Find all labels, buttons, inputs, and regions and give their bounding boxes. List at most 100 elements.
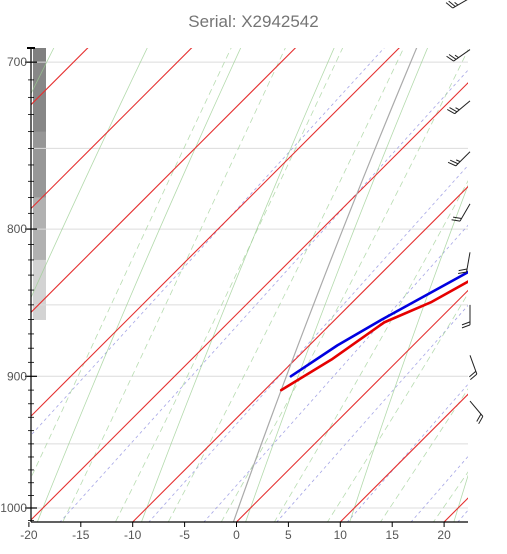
wind-barb [447, 151, 471, 167]
temperature-tick-label: 20 [437, 528, 451, 542]
wind-barb-flag [452, 216, 462, 220]
wind-barbs [445, 0, 484, 425]
wind-barb-flag [451, 219, 461, 222]
mixing-ratio-line [346, 383, 468, 522]
wind-barb-flag [449, 107, 458, 113]
wind-barb-flag [470, 373, 478, 381]
moist-adiabat-line [326, 292, 468, 522]
wind-barb [458, 252, 471, 275]
moist-adiabat-line [167, 48, 405, 522]
wind-barb-half-flag [454, 1, 459, 6]
wind-barb-flag [458, 268, 468, 272]
isotherm-line [501, 0, 507, 554]
chart-title: Serial: X2942542 [188, 12, 319, 31]
moist-adiabat-line [220, 49, 468, 522]
isotherm-line [131, 185, 468, 522]
mixing-ratio-line [203, 224, 468, 522]
dry-adiabat-line [453, 474, 468, 522]
moist-adiabat-line [380, 388, 468, 522]
wind-barb-flag [446, 55, 454, 62]
pressure-tick-label: 800 [7, 222, 27, 236]
mixing-ratio-line [276, 304, 468, 522]
wind-barb-half-flag [455, 107, 460, 111]
wind-barb-flag [461, 321, 471, 326]
isotherm-line [235, 289, 468, 522]
mixing-ratio-line [410, 455, 468, 522]
wind-barb-flag [449, 159, 459, 165]
humidity-strip-band [33, 131, 46, 198]
wind-barb-flag [448, 54, 457, 60]
wind-barb [446, 100, 471, 115]
pressure-tick-label: 900 [7, 369, 27, 383]
temperature-tick-label: 5 [285, 528, 292, 542]
humidity-strip-band [33, 62, 46, 133]
mixing-ratio-line [59, 69, 468, 522]
temperature-tick-label: -20 [20, 528, 38, 542]
wind-barb-flag [448, 0, 456, 7]
wind-barb-staff [454, 100, 471, 115]
temperature-tick-label: 10 [334, 528, 348, 542]
parcel-path-line [232, 48, 418, 522]
wind-barb [445, 0, 468, 9]
isotherm-line [443, 497, 468, 522]
wind-barb-flag [446, 109, 455, 115]
temperature-tick-label: -5 [179, 528, 190, 542]
mixing-ratio-line [475, 0, 507, 545]
mixing-ratio-line [148, 164, 468, 522]
wind-barb-staff [466, 252, 471, 273]
wind-barb-half-flag [454, 54, 459, 59]
wind-barb-flag [458, 271, 467, 275]
wind-barb-staff [452, 0, 468, 9]
wind-barb-half-flag [456, 159, 461, 163]
wind-barb-staff [453, 49, 471, 62]
pressure-tick-label: 1000 [0, 501, 27, 515]
wind-barb-staff [469, 400, 484, 417]
dry-adiabat-line [36, 48, 242, 522]
wind-barb-staff [455, 151, 471, 167]
moist-adiabat-line [114, 48, 344, 522]
wind-barb-flag [461, 324, 471, 329]
wind-barb [446, 49, 471, 62]
isotherm-line [339, 393, 468, 522]
pressure-axis: 4005006007008009001000 [0, 47, 37, 522]
temperature-tick-label: 0 [233, 528, 240, 542]
temperature-tick-label: 15 [386, 528, 400, 542]
wind-barb-flag [478, 416, 484, 425]
wind-barb [451, 203, 471, 222]
dry-adiabat-line [141, 48, 335, 522]
wind-barb-staff [469, 355, 478, 375]
temperature-tick-label: -10 [124, 528, 142, 542]
wind-barb-flag [447, 161, 457, 167]
wind-barb-flag [468, 370, 477, 378]
isobar-lines [31, 61, 468, 509]
temperature-axis: -20 -15 -10 -5 0 5 10 15 20 [20, 521, 468, 542]
dewpoint-profile-line [289, 270, 468, 378]
mixing-ratio-line [457, 509, 468, 522]
temperature-tick-label: -15 [72, 528, 90, 542]
dry-adiabat-line [349, 184, 468, 522]
moist-adiabat-line [62, 48, 286, 522]
pressure-tick-label: 700 [7, 55, 27, 69]
wind-barb [468, 355, 478, 381]
wind-barb-flag [445, 2, 453, 9]
humidity-strip-band [33, 48, 46, 63]
wind-barb-flag [476, 413, 482, 422]
